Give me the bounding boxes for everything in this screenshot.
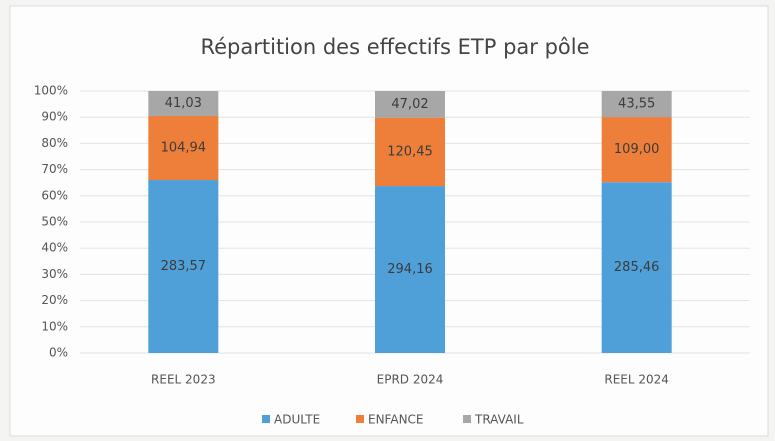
y-tick-label: 40% [41,241,68,255]
legend-label: ADULTE [274,413,320,427]
legend-label: TRAVAIL [474,413,524,427]
y-tick-label: 90% [41,110,68,124]
x-tick-label: REEL 2024 [604,373,669,387]
data-label: 283,57 [161,259,207,274]
y-tick-label: 0% [49,346,68,360]
legend-label: ENFANCE [368,413,424,427]
bar-segment [601,91,672,118]
bar-segment [148,116,219,181]
data-label: 41,03 [165,96,202,111]
bar-segment [601,182,672,353]
data-label: 285,46 [614,260,660,275]
legend-swatch [463,415,471,423]
data-label: 104,94 [161,141,207,156]
bar-segment [148,180,219,353]
data-label: 43,55 [618,97,655,112]
x-tick-label: REEL 2023 [151,373,216,387]
legend-swatch [262,415,270,423]
y-tick-label: 100% [34,84,68,98]
y-tick-label: 20% [41,293,68,307]
bar-segment [375,117,445,187]
y-tick-label: 50% [41,215,68,229]
y-tick-label: 80% [41,136,68,150]
y-tick-label: 70% [41,162,68,176]
y-tick-label: 10% [41,319,68,333]
bar-segment [375,91,445,118]
data-label: 294,16 [387,262,433,277]
data-label: 109,00 [614,142,660,157]
y-tick-label: 60% [41,188,68,202]
bar-segment [375,186,445,353]
legend-swatch [356,415,364,423]
bar-segment [148,91,219,117]
x-tick-label: EPRD 2024 [377,373,444,387]
y-tick-label: 30% [41,267,68,281]
data-label: 47,02 [391,97,428,112]
bar-segment [601,117,672,183]
data-label: 120,45 [387,144,433,159]
chart-title: Répartition des effectifs ETP par pôle [200,35,589,59]
